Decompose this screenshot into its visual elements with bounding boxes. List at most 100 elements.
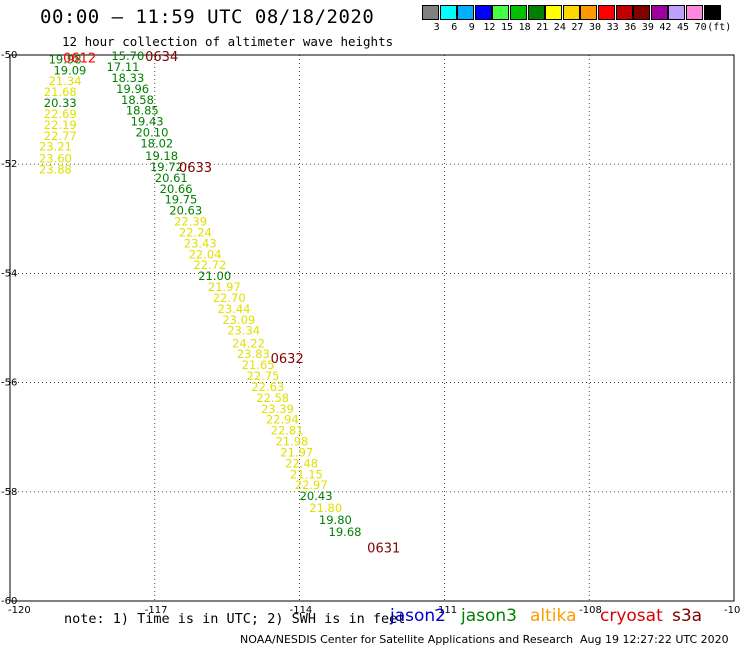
lat-tick-label: -54 [1,268,17,279]
swh-value: 20.66 [160,182,193,196]
swh-value: 22.77 [44,129,77,143]
swh-value: 21.15 [290,467,323,481]
legend-swatch [545,5,563,20]
swh-value: 22.72 [193,258,226,272]
swh-value: 21.80 [309,501,342,515]
lon-tick-label: -120 [8,605,31,616]
swh-value: 20.33 [44,96,77,110]
swh-value: 22.81 [271,424,304,438]
footer-note: note: 1) Time is in UTC; 2) SWH is in fe… [64,611,406,627]
swh-value: 22.58 [256,391,289,405]
swh-value: 23.60 [39,152,72,166]
swh-value: 21.97 [208,280,241,294]
legend-swatch [580,5,598,20]
swh-value: 19.09 [53,63,86,77]
generated-timestamp: Aug 19 12:27:22 UTC 2020 [580,633,729,646]
swh-value: 19.80 [319,513,352,527]
legend-label: 30 [589,22,602,33]
legend-cryosat: cryosat [600,606,663,626]
swh-value: 22.94 [266,413,299,427]
swh-value: 19.75 [164,193,197,207]
legend-swatch [510,5,527,20]
lat-tick-label: -58 [1,487,17,498]
time-label: 0631 [367,541,400,556]
lon-tick-label: -105 [724,605,740,616]
swh-value: 23.44 [218,302,251,316]
legend-swatch [492,5,510,20]
legend-swatch [668,5,686,20]
swh-value: 21.00 [198,269,231,283]
legend-s3a: s3a [672,606,703,626]
legend-swatch [457,5,475,20]
legend-swatch [562,5,580,20]
legend-altika: altika [530,606,577,626]
swh-value: 18.02 [140,136,173,150]
legend-swatch [703,5,721,20]
credit-text: NOAA/NESDIS Center for Satellite Applica… [240,633,574,646]
legend-swatch [686,5,703,20]
swh-value: 20.61 [155,171,188,185]
lat-tick-label: -56 [1,378,17,389]
legend-swatch [633,5,651,20]
legend-label: 33 [606,22,619,33]
swh-value: 21.65 [242,358,275,372]
legend-label: 21 [536,22,549,33]
swh-value: 19.96 [116,82,149,96]
swh-value: 19.18 [145,149,178,163]
legend-swatch [474,5,492,20]
swh-value: 22.39 [174,215,207,229]
lat-tick-label: -60 [1,596,17,607]
swh-value: 23.09 [222,313,255,327]
swh-value: 22.19 [44,118,77,132]
legend-label: 12 [483,22,496,33]
swh-value: 22.04 [189,247,222,261]
legend-label: 70 [694,22,707,33]
swh-value: 21.68 [44,85,77,99]
lon-tick-label: -117 [145,605,168,616]
swh-value: 17.11 [107,60,140,74]
swh-value: 15.70 [111,49,144,63]
swh-value: 22.63 [251,380,284,394]
swh-value: 18.33 [111,71,144,85]
legend-label: 27 [571,22,584,33]
swh-value: 24.22 [232,336,265,350]
legend-label: 9 [468,22,475,33]
time-label: 0632 [271,352,304,367]
lon-tick-label: -111 [434,605,457,616]
lon-tick-label: -108 [579,605,602,616]
legend-swatch [650,5,668,20]
swh-value: 22.97 [295,478,328,492]
swh-value: 23.34 [227,324,260,338]
swh-value: 22.48 [285,456,318,470]
swh-value: 23.88 [39,163,72,177]
swh-value: 21.34 [49,74,82,88]
swh-value: 18.58 [121,93,154,107]
swh-value: 22.24 [179,225,212,239]
legend-swatch [439,5,457,20]
legend-label: 45 [677,22,690,33]
swh-value: 19.68 [329,525,362,539]
legend-label: 42 [659,22,672,33]
legend-jason3: jason3 [461,606,517,626]
swh-value: 19.98 [49,52,82,66]
legend-label: 3 [433,22,440,33]
lat-tick-label: -52 [1,159,17,170]
lat-tick-label: -50 [1,50,17,61]
legend-swatch [422,5,439,20]
swh-value: 20.10 [135,126,168,140]
swh-value: 23.21 [39,140,72,154]
lon-tick-label: -114 [290,605,313,616]
time-label: 0612 [63,52,96,67]
legend-label: 18 [518,22,531,33]
swh-value: 21.98 [275,435,308,449]
swh-value: 23.83 [237,347,270,361]
swh-value: 18.85 [126,104,159,118]
swh-value: 21.97 [280,445,313,459]
legend-jason2: jason2 [390,606,446,626]
legend-label: 15 [501,22,514,33]
swh-value: 23.39 [261,402,294,416]
swh-value: 22.69 [44,107,77,121]
swh-value: 23.43 [184,236,217,250]
swh-value: 19.72 [150,160,183,174]
